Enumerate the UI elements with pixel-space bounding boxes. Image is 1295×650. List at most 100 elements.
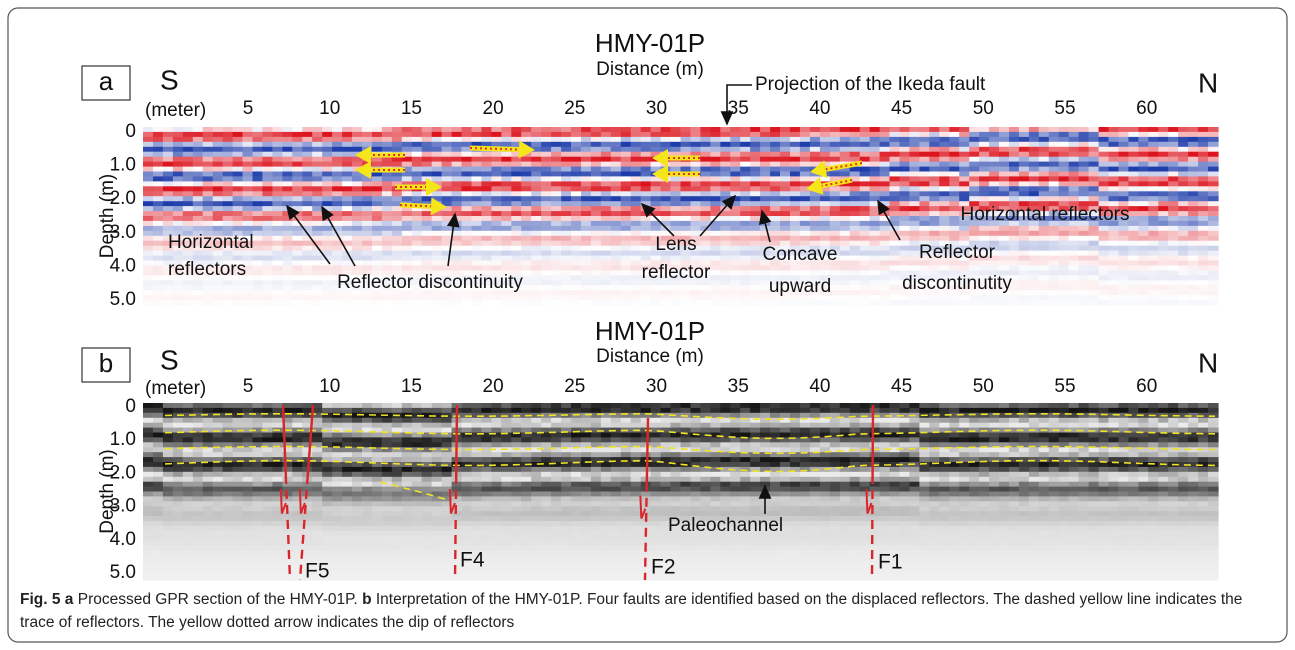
radargram-cell <box>193 216 204 222</box>
radargram-cell <box>233 452 244 458</box>
radargram-cell <box>272 452 283 458</box>
radargram-cell <box>233 487 244 493</box>
radargram-cell <box>949 206 960 212</box>
radargram-cell <box>322 132 333 138</box>
radargram-cell <box>143 570 154 576</box>
radargram-cell <box>700 162 711 168</box>
radargram-cell <box>730 251 741 257</box>
radargram-cell <box>223 280 234 286</box>
radargram-cell <box>203 147 214 153</box>
radargram-cell <box>1148 251 1159 257</box>
radargram-cell <box>691 191 702 197</box>
radargram-cell <box>442 127 453 133</box>
radargram-cell <box>292 531 303 537</box>
radargram-cell <box>810 216 821 222</box>
radargram-cell <box>1148 137 1159 143</box>
radargram-cell <box>422 142 433 148</box>
radargram-cell <box>740 211 751 217</box>
radargram-cell <box>880 137 891 143</box>
radargram-cell <box>1049 176 1060 182</box>
radargram-cell <box>422 570 433 576</box>
radargram-cell <box>631 176 642 182</box>
radargram-cell <box>282 221 293 227</box>
radargram-cell <box>143 501 154 507</box>
radargram-cell <box>840 152 851 158</box>
radargram-cell <box>402 265 413 271</box>
radargram-cell <box>561 186 572 192</box>
radargram-cell <box>143 565 154 571</box>
radargram-cell <box>999 191 1010 197</box>
radargram-cell <box>382 246 393 252</box>
radargram-cell <box>352 482 363 488</box>
radargram-cell <box>531 246 542 252</box>
radargram-cell <box>203 127 214 133</box>
radargram-cell <box>163 290 174 296</box>
radargram-cell <box>939 176 950 182</box>
radargram-cell <box>760 127 771 133</box>
radargram-cell <box>372 555 383 561</box>
radargram-cell <box>163 300 174 306</box>
radargram-cell <box>1099 176 1110 182</box>
radargram-cell <box>999 147 1010 153</box>
radargram-cell <box>312 137 323 143</box>
radargram-cell <box>153 132 164 138</box>
radargram-cell <box>760 142 771 148</box>
radargram-cell <box>730 142 741 148</box>
radargram-cell <box>213 492 224 498</box>
radargram-cell <box>193 295 204 301</box>
radargram-cell <box>800 226 811 232</box>
radargram-cell <box>850 290 861 296</box>
radargram-cell <box>322 295 333 301</box>
radargram-cell <box>1069 162 1080 168</box>
radargram-cell <box>1019 270 1030 276</box>
radargram-cell <box>1178 191 1189 197</box>
radargram-cell <box>432 132 443 138</box>
radargram-cell <box>233 285 244 291</box>
radargram-cell <box>1039 137 1050 143</box>
radargram-cell <box>511 211 522 217</box>
radargram-cell <box>312 231 323 237</box>
radargram-cell <box>392 516 403 522</box>
radargram-cell <box>452 256 463 262</box>
radargram-cell <box>1069 147 1080 153</box>
radargram-cell <box>501 142 512 148</box>
radargram-cell <box>860 137 871 143</box>
radargram-cell <box>999 300 1010 306</box>
radargram-cell <box>929 176 940 182</box>
radargram-cell <box>551 172 562 178</box>
radargram-cell <box>840 300 851 306</box>
radargram-cell <box>243 147 254 153</box>
radargram-cell <box>1019 241 1030 247</box>
radargram-cell <box>422 560 433 566</box>
radargram-cell <box>1059 191 1070 197</box>
radargram-cell <box>671 290 682 296</box>
radargram-cell <box>322 162 333 168</box>
radargram-cell <box>153 452 164 458</box>
radargram-cell <box>800 162 811 168</box>
radargram-cell <box>790 196 801 202</box>
radargram-cell <box>462 132 473 138</box>
radargram-cell <box>342 132 353 138</box>
radargram-cell <box>760 132 771 138</box>
x-tick-label: 55 <box>1054 98 1075 119</box>
radargram-cell <box>472 261 483 267</box>
radargram-cell <box>233 408 244 414</box>
radargram-cell <box>661 132 672 138</box>
radargram-cell <box>1148 280 1159 286</box>
radargram-cell <box>352 403 363 409</box>
radargram-cell <box>153 496 164 502</box>
radargram-cell <box>253 418 264 424</box>
radargram-cell <box>262 546 273 552</box>
radargram-cell <box>292 285 303 291</box>
radargram-cell <box>840 191 851 197</box>
radargram-cell <box>1168 270 1179 276</box>
radargram-cell <box>621 162 632 168</box>
radargram-cell <box>322 137 333 143</box>
radargram-cell <box>382 256 393 262</box>
radargram-cell <box>352 127 363 133</box>
radargram-cell <box>870 172 881 178</box>
radargram-cell <box>1009 251 1020 257</box>
radargram-cell <box>850 251 861 257</box>
radargram-cell <box>1059 162 1070 168</box>
radargram-cell <box>342 531 353 537</box>
